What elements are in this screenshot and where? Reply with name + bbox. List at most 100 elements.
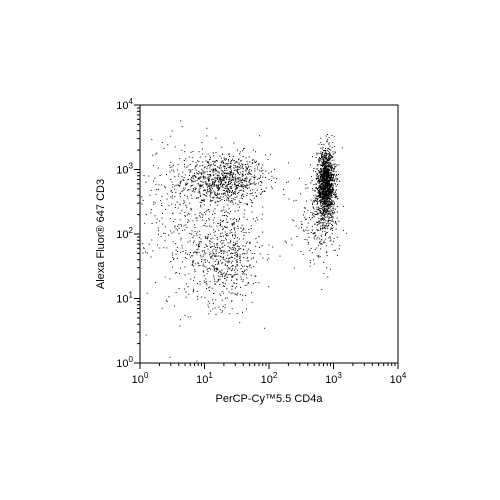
data-point <box>185 252 187 254</box>
data-point <box>330 195 332 197</box>
data-point <box>246 252 248 254</box>
data-point <box>326 140 328 142</box>
data-point <box>228 258 230 260</box>
data-point <box>199 236 201 238</box>
data-point <box>193 260 195 262</box>
data-point <box>336 174 338 175</box>
data-point <box>234 293 236 295</box>
data-point <box>178 173 180 175</box>
data-point <box>234 197 236 199</box>
data-point <box>209 159 210 161</box>
data-point <box>321 179 323 181</box>
data-point <box>213 196 215 198</box>
data-point <box>328 195 330 197</box>
data-point <box>329 195 331 197</box>
data-point <box>325 234 326 236</box>
data-point <box>320 229 321 231</box>
data-point <box>317 209 319 210</box>
data-point <box>258 164 259 166</box>
data-point <box>202 171 204 173</box>
data-point <box>322 189 324 191</box>
data-point <box>236 313 238 314</box>
data-point <box>213 253 215 254</box>
data-point <box>150 212 152 214</box>
data-point <box>199 281 201 282</box>
data-point <box>316 195 318 197</box>
data-point <box>246 274 247 276</box>
data-point <box>328 200 330 202</box>
data-point <box>199 241 201 243</box>
data-point <box>332 186 334 188</box>
data-point <box>333 208 335 210</box>
data-point <box>234 235 236 237</box>
data-point <box>179 325 181 327</box>
data-point <box>330 184 332 186</box>
data-point <box>319 256 321 258</box>
data-point <box>322 160 324 161</box>
data-point <box>324 186 326 188</box>
data-point <box>153 203 155 205</box>
data-point <box>324 195 326 197</box>
data-point <box>322 157 324 159</box>
data-point <box>326 169 328 171</box>
data-point <box>293 220 295 222</box>
data-point <box>333 237 335 239</box>
data-point <box>329 204 331 206</box>
data-point <box>229 171 231 173</box>
data-point <box>308 236 310 238</box>
data-point <box>171 252 173 254</box>
data-point <box>202 182 204 183</box>
data-point <box>326 140 328 142</box>
data-point <box>175 292 177 293</box>
data-point <box>233 218 235 219</box>
data-point <box>169 356 171 358</box>
data-point <box>323 207 325 209</box>
data-point <box>328 183 330 185</box>
data-point <box>224 263 226 265</box>
data-point <box>338 220 340 222</box>
tick-exponent: 4 <box>402 371 407 380</box>
data-point <box>273 177 275 179</box>
data-point <box>230 218 232 220</box>
data-point <box>217 192 218 194</box>
data-point <box>332 213 334 215</box>
data-point <box>236 261 238 263</box>
data-point <box>212 170 214 172</box>
data-point <box>327 173 329 175</box>
data-point <box>197 191 199 193</box>
data-point <box>200 180 202 182</box>
data-point <box>241 253 243 255</box>
data-point <box>330 203 332 205</box>
data-point <box>318 180 320 182</box>
data-point <box>228 153 230 155</box>
data-point <box>222 183 224 185</box>
data-point <box>321 186 323 188</box>
data-point <box>216 175 218 177</box>
data-point <box>320 240 322 242</box>
data-point <box>160 200 162 202</box>
data-point <box>325 188 327 189</box>
data-point <box>328 186 330 188</box>
data-point <box>331 201 333 203</box>
data-point <box>329 189 331 190</box>
data-point <box>221 157 223 159</box>
data-point <box>235 287 236 289</box>
data-point <box>322 223 324 225</box>
data-point <box>311 175 312 177</box>
data-point <box>327 148 329 150</box>
data-point <box>235 166 237 168</box>
data-point <box>248 172 250 173</box>
data-point <box>328 173 330 175</box>
data-point <box>201 153 203 155</box>
data-point <box>323 261 325 263</box>
data-point <box>316 178 317 180</box>
data-point <box>206 192 208 194</box>
data-point <box>239 165 241 167</box>
data-point <box>250 225 252 227</box>
data-point <box>329 186 331 188</box>
data-point <box>334 151 336 153</box>
data-point <box>248 187 250 189</box>
data-point <box>259 170 261 172</box>
data-point <box>235 242 237 244</box>
data-point <box>322 198 324 200</box>
